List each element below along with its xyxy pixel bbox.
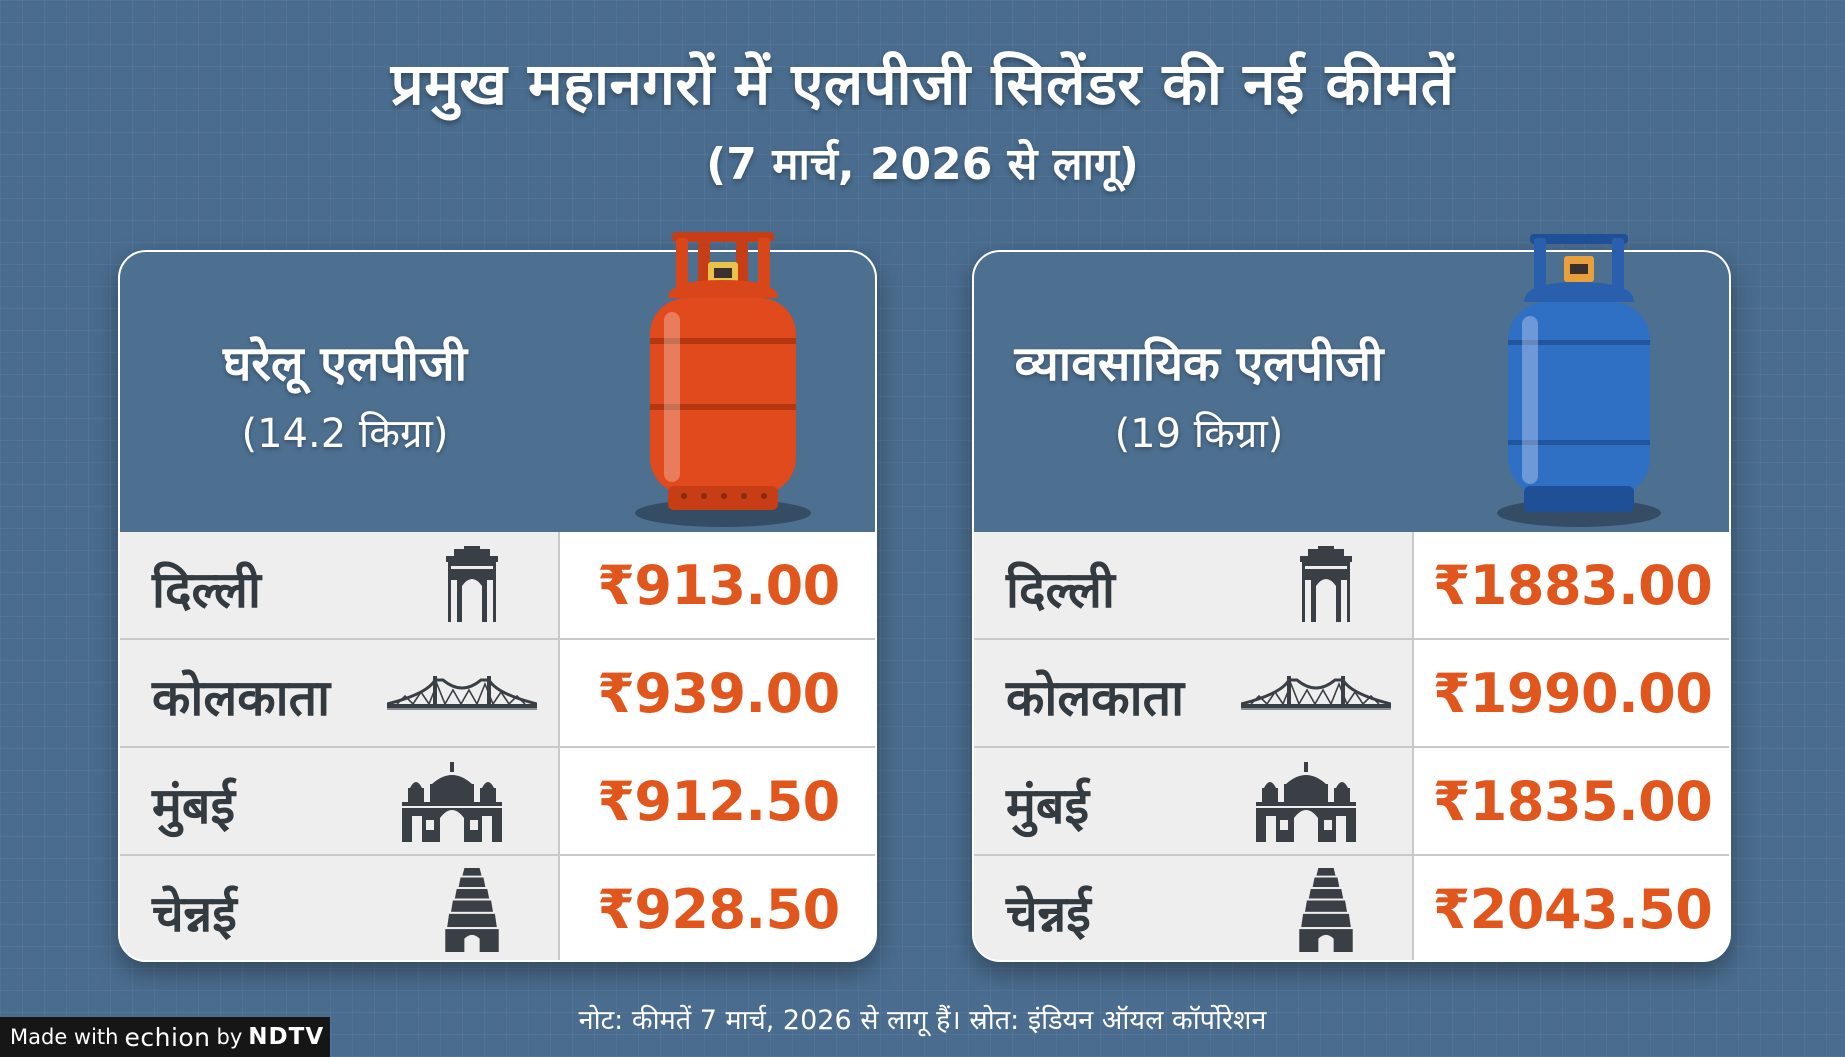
ndtv-logo: NDTV (248, 1024, 325, 1050)
table-row: मुंबई ₹1835.00 (974, 748, 1729, 856)
city-name: मुंबई (1006, 777, 1089, 835)
city-name: चेन्नई (1006, 885, 1091, 943)
temple-gopuram-icon (392, 868, 552, 952)
card-weight: (14.2 किग्रा) (241, 411, 449, 457)
price-value: ₹2043.50 (1432, 877, 1713, 941)
card-weight: (19 किग्रा) (1114, 411, 1284, 457)
blue-gas-cylinder-icon (1497, 234, 1661, 527)
footer-note: नोट: कीमतें 7 मार्च, 2026 से लागू हैं। स… (578, 1005, 1267, 1036)
price-cell: ₹1990.00 (1412, 640, 1729, 746)
table-row: दिल्ली ₹1883.00 (974, 532, 1729, 640)
price-value: ₹1835.00 (1432, 769, 1713, 833)
city-name: कोलकाता (1006, 669, 1185, 727)
table-row: कोलकाता ₹1990.00 (974, 640, 1729, 748)
price-table: दिल्ली ₹1883.00 कोलकाता ₹1990.00 मुंबई ₹ (974, 532, 1729, 960)
price-cell: ₹2043.50 (1412, 856, 1729, 960)
price-value: ₹928.50 (597, 877, 840, 941)
city-name: दिल्ली (152, 561, 261, 619)
card-title: घरेलू एलपीजी (222, 336, 468, 392)
price-value: ₹939.00 (597, 661, 840, 725)
price-table: दिल्ली ₹913.00 कोलकाता ₹939.00 मुंबई ₹91 (120, 532, 875, 960)
table-row: दिल्ली ₹913.00 (120, 532, 875, 640)
red-gas-cylinder-icon (635, 232, 811, 527)
gateway-of-india-icon (1226, 760, 1386, 844)
price-cell: ₹912.50 (558, 748, 875, 854)
price-cell: ₹928.50 (558, 856, 875, 960)
gateway-of-india-icon (372, 760, 532, 844)
price-cell: ₹939.00 (558, 640, 875, 746)
price-cell: ₹1835.00 (1412, 748, 1729, 854)
made-with-badge[interactable]: Made with echion by NDTV (0, 1017, 330, 1057)
india-gate-icon (1246, 544, 1406, 628)
page-title: प्रमुख महानगरों में एलपीजी सिलेंडर की नई… (390, 50, 1455, 118)
card-title: व्यावसायिक एलपीजी (1014, 336, 1384, 392)
price-value: ₹912.50 (597, 769, 840, 833)
echion-logo: echion (124, 1022, 211, 1052)
badge-by: by (216, 1025, 243, 1049)
city-name: कोलकाता (152, 669, 331, 727)
temple-gopuram-icon (1246, 868, 1406, 952)
price-value: ₹913.00 (597, 553, 840, 617)
table-row: कोलकाता ₹939.00 (120, 640, 875, 748)
city-name: मुंबई (152, 777, 235, 835)
table-row: चेन्नई ₹928.50 (120, 856, 875, 960)
price-cell: ₹913.00 (558, 532, 875, 638)
howrah-bridge-icon (1236, 652, 1396, 736)
table-row: मुंबई ₹912.50 (120, 748, 875, 856)
table-row: चेन्नई ₹2043.50 (974, 856, 1729, 960)
city-name: चेन्नई (152, 885, 237, 943)
price-value: ₹1990.00 (1432, 661, 1713, 725)
howrah-bridge-icon (382, 652, 542, 736)
price-value: ₹1883.00 (1432, 553, 1713, 617)
india-gate-icon (392, 544, 552, 628)
city-name: दिल्ली (1006, 561, 1115, 619)
price-cell: ₹1883.00 (1412, 532, 1729, 638)
badge-made-with: Made with (10, 1025, 119, 1049)
page-subtitle: (7 मार्च, 2026 से लागू) (706, 139, 1139, 190)
